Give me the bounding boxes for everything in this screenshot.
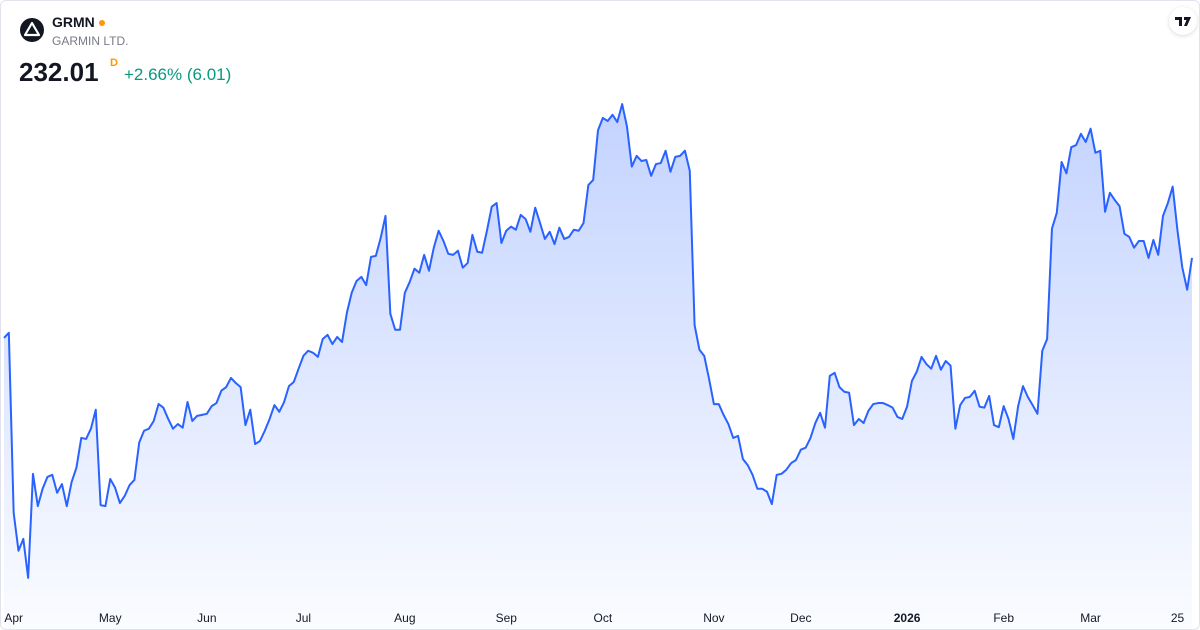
symbol-row: GRMN [52, 14, 105, 30]
price-line [3, 103, 1193, 579]
interval: D [110, 57, 118, 69]
symbol[interactable]: GRMN [52, 14, 95, 30]
status-dot [98, 20, 105, 27]
last-price: 232.01 [19, 57, 99, 87]
logo-icon [1175, 17, 1191, 26]
company-name: GARMIN LTD. [52, 34, 129, 48]
tradingview-logo[interactable] [1169, 7, 1197, 35]
area-fill [4, 104, 1192, 629]
symbol-logo [20, 18, 44, 42]
price-change: +2.66% (6.01) [124, 65, 232, 84]
